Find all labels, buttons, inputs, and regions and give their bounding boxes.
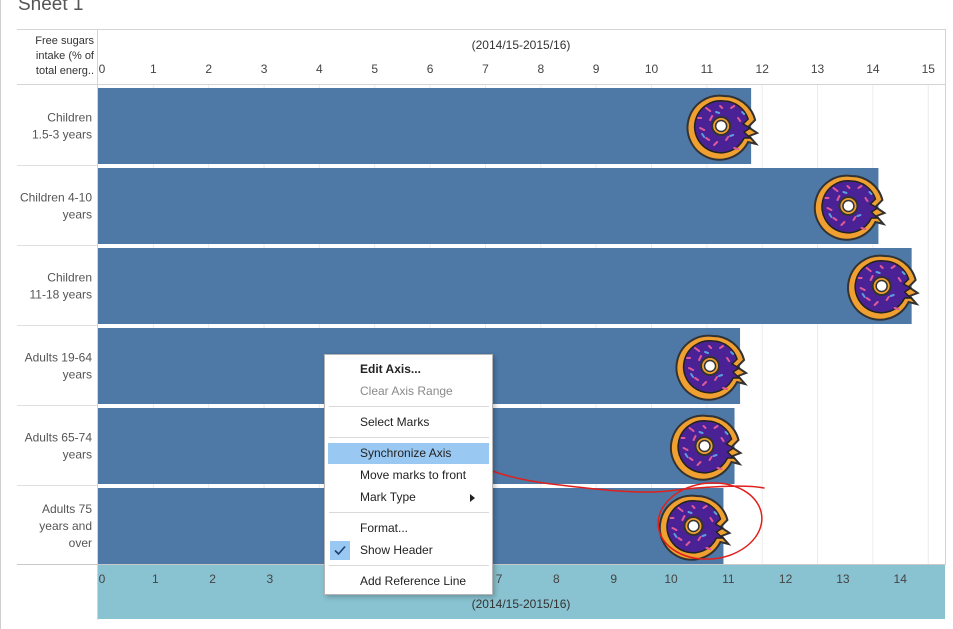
- top-tick-label[interactable]: 8: [537, 62, 544, 76]
- bottom-tick-label[interactable]: 1: [152, 572, 159, 586]
- category-label[interactable]: Adults 65-74: [25, 431, 93, 445]
- bottom-axis-highlight[interactable]: [98, 565, 945, 619]
- top-tick-label[interactable]: 4: [316, 62, 323, 76]
- bottom-tick-label[interactable]: 2: [209, 572, 216, 586]
- category-labels: Children 1.5-3 years Children 4-10 years Chi…: [20, 111, 92, 551]
- checkmark-icon: [330, 541, 350, 560]
- bottom-tick-label[interactable]: 14: [894, 572, 908, 586]
- top-tick-label[interactable]: 10: [645, 62, 659, 76]
- top-tick-label[interactable]: 2: [205, 62, 212, 76]
- category-label[interactable]: Children: [47, 271, 92, 285]
- menu-separator: [329, 437, 489, 438]
- menu-item-format[interactable]: Format...: [360, 521, 409, 535]
- bottom-tick-label[interactable]: 0: [99, 572, 106, 586]
- category-label[interactable]: years: [63, 368, 92, 382]
- top-tick-label[interactable]: 1: [150, 62, 157, 76]
- bottom-tick-label[interactable]: 11: [722, 572, 735, 586]
- bottom-tick-label[interactable]: 9: [610, 572, 617, 586]
- category-label[interactable]: Children: [47, 111, 92, 125]
- top-axis-ticks[interactable]: 0 1 2 3 4 5 6 7 8 9 10 11 12 13 14 15: [99, 62, 936, 76]
- menu-item-mark-type[interactable]: Mark Type: [328, 487, 489, 508]
- top-tick-label[interactable]: 15: [922, 62, 936, 76]
- menu-item-edit-axis[interactable]: Edit Axis...: [360, 362, 421, 376]
- category-label[interactable]: 11-18 years: [30, 288, 92, 302]
- category-label[interactable]: years: [63, 448, 92, 462]
- menu-item-show-header[interactable]: Show Header: [328, 540, 489, 561]
- bar[interactable]: [98, 248, 912, 324]
- bottom-tick-label[interactable]: 12: [779, 572, 793, 586]
- menu-item-show-header-label: Show Header: [360, 543, 433, 557]
- menu-item-move-marks-to-front[interactable]: Move marks to front: [360, 468, 467, 482]
- category-label[interactable]: years and: [39, 519, 92, 533]
- top-tick-label[interactable]: 5: [371, 62, 378, 76]
- window-left-edge: [0, 0, 1, 629]
- category-label[interactable]: Children 4-10: [20, 191, 92, 205]
- menu-separator: [329, 565, 489, 566]
- row-header-title[interactable]: Free sugars intake (% of total energ..: [35, 35, 94, 77]
- row-separators: [17, 165, 97, 486]
- bars[interactable]: [98, 88, 912, 564]
- submenu-arrow-icon: [470, 494, 475, 502]
- bar[interactable]: [98, 168, 879, 244]
- top-tick-label[interactable]: 11: [701, 62, 714, 76]
- category-label[interactable]: Adults 75: [42, 502, 92, 516]
- top-tick-label[interactable]: 12: [756, 62, 770, 76]
- top-tick-label[interactable]: 6: [427, 62, 434, 76]
- menu-item-add-reference-line[interactable]: Add Reference Line: [360, 574, 467, 588]
- category-label[interactable]: years: [63, 208, 92, 222]
- menu-separator: [329, 406, 489, 407]
- context-menu: Edit Axis... Clear Axis Range Select Mar…: [324, 354, 493, 595]
- bottom-tick-label[interactable]: 10: [664, 572, 678, 586]
- bottom-tick-label[interactable]: 7: [496, 572, 503, 586]
- bottom-tick-label[interactable]: 8: [553, 572, 560, 586]
- sheet-title: Sheet 1: [18, 0, 84, 15]
- category-label[interactable]: 1.5-3 years: [32, 128, 92, 142]
- menu-item-clear-axis-range[interactable]: Clear Axis Range: [360, 384, 453, 398]
- bottom-tick-label[interactable]: 13: [836, 572, 850, 586]
- category-label[interactable]: Adults 19-64: [25, 351, 93, 365]
- menu-item-synchronize-axis[interactable]: Synchronize Axis: [328, 443, 489, 464]
- category-label[interactable]: over: [69, 536, 92, 550]
- menu-separator: [329, 512, 489, 513]
- bottom-axis-title[interactable]: (2014/15-2015/16): [472, 597, 571, 611]
- top-tick-label[interactable]: 0: [99, 62, 106, 76]
- top-tick-label[interactable]: 13: [811, 62, 825, 76]
- menu-item-mark-type-label: Mark Type: [360, 490, 416, 504]
- bar[interactable]: [98, 88, 752, 164]
- bottom-tick-label[interactable]: 3: [267, 572, 274, 586]
- top-tick-label[interactable]: 3: [261, 62, 268, 76]
- menu-item-select-marks[interactable]: Select Marks: [360, 415, 430, 429]
- top-tick-label[interactable]: 14: [866, 62, 880, 76]
- top-tick-label[interactable]: 9: [593, 62, 600, 76]
- top-axis-title[interactable]: (2014/15-2015/16): [472, 38, 571, 52]
- top-tick-label[interactable]: 7: [482, 62, 489, 76]
